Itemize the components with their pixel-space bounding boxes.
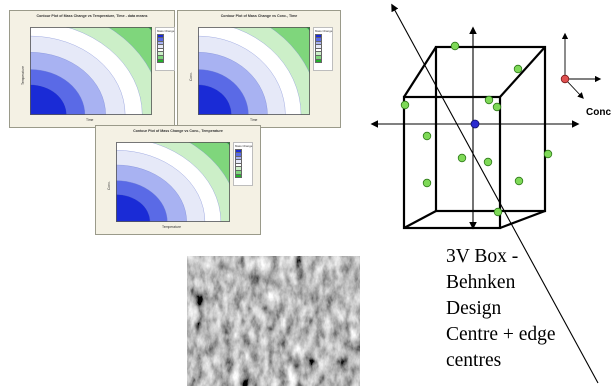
contour-plot-conc-time: Contour Plot of Mass Change vs Conc., Ti… [177,10,341,128]
cube-back-face [434,45,547,213]
x-axis-label: Temperature [162,225,182,229]
edge-centre-point [483,157,493,167]
contour-band [30,84,67,115]
edge-centre-point [422,178,432,188]
contour-plot-area [198,27,310,115]
plot-frame [30,27,152,115]
conc-axis-label: Conc [586,107,611,118]
legend-title: Mass Change [235,144,253,148]
design-cube [402,45,547,230]
sem-micrograph [187,256,360,386]
design-text-line: centres [446,350,502,371]
legend-swatch [315,58,322,64]
contour-plot-area [30,27,152,115]
edge-centre-point [400,100,410,110]
design-text-line: Centre + edge [446,324,556,345]
edge-centre-point [457,153,467,163]
legend-title: Mass Change [157,29,175,33]
centre-point [470,119,480,129]
legend-title: Mass Change [315,29,333,33]
sem-texture [187,256,360,386]
plot-frame [198,27,310,115]
legend-entry [235,173,251,179]
x-axis-label: Time [86,118,94,122]
contour-plot-area [116,142,230,222]
edge-centre-point [450,41,460,51]
diagonal-axis [391,3,599,384]
contour-band [116,194,151,222]
design-text-line: Design [446,298,502,319]
design-text-line: 3V Box - [446,246,519,267]
contour-band [198,84,232,115]
plot-frame [116,142,230,222]
contour-legend: Mass Change [155,27,175,71]
contour-legend: Mass Change [233,142,253,186]
edge-centre-point [493,207,503,217]
contour-legend: Mass Change [313,27,333,71]
design-description: 3V Box - Behnken Design Centre + edge ce… [446,244,613,374]
edge-centre-point [514,176,524,186]
contour-plot-temperature-time: Contour Plot of Mass Change vs Temperatu… [9,10,175,128]
axis-origin-point [560,74,570,84]
design-points [400,41,570,217]
x-axis-label: Time [250,118,258,122]
edge-centre-point [484,95,494,105]
edge-centre-point [422,131,432,141]
legend-entry [315,58,331,64]
legend-swatch [157,58,164,64]
contour-plot-title: Contour Plot of Mass Change vs Conc., Ti… [220,14,298,18]
contour-plot-conc-temperature: Contour Plot of Mass Change vs Conc., Te… [95,125,261,235]
concentration-axis-icon [561,32,602,99]
legend-swatch [235,173,242,179]
edge-centre-point [543,149,553,159]
cube-front-face [402,95,502,230]
legend-entry [157,58,173,64]
edge-centre-point [513,64,523,74]
design-text-line: Behnken [446,272,516,293]
contour-plot-title: Contour Plot of Mass Change vs Conc., Te… [133,129,223,133]
edge-centre-point [492,102,502,112]
contour-plot-title: Contour Plot of Mass Change vs Temperatu… [36,14,148,18]
